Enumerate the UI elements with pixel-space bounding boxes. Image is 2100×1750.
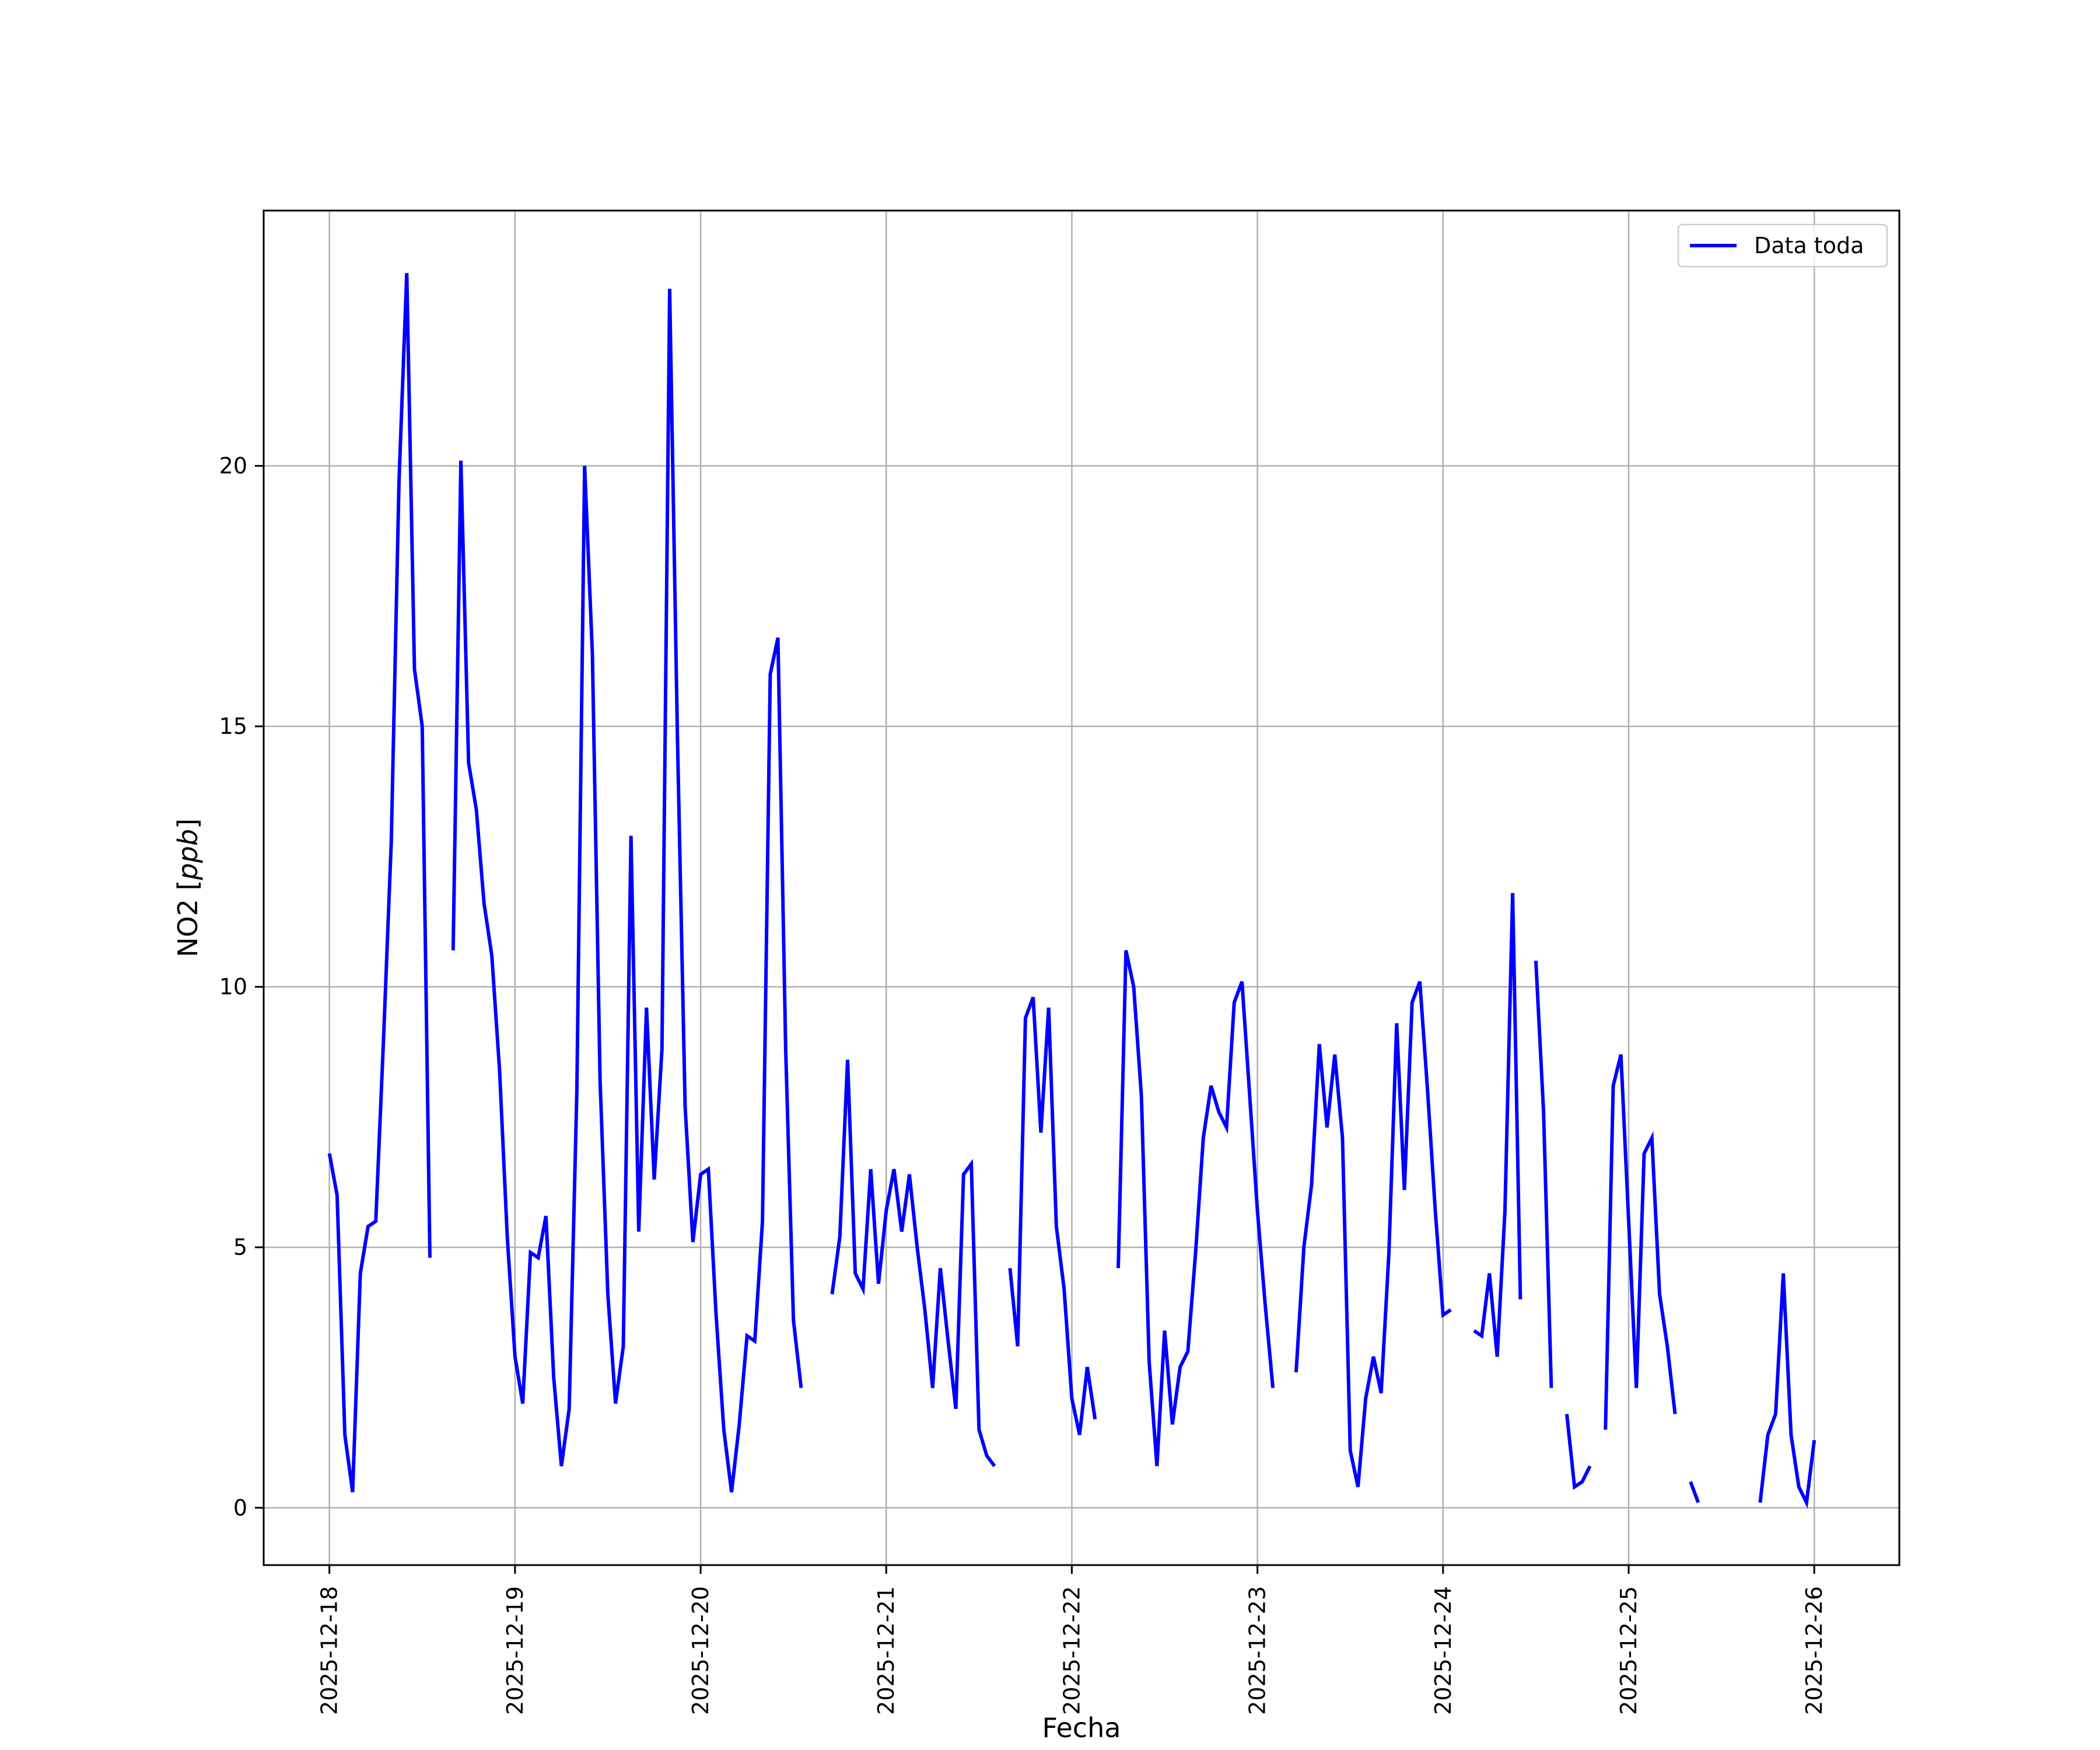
y-tick-label: 10 <box>219 974 247 1000</box>
series-segment <box>327 273 432 1493</box>
x-axis-label: Fecha <box>1042 1712 1121 1744</box>
series-segment <box>1008 996 1097 1436</box>
x-tick-label: 2025-12-25 <box>1616 1586 1642 1715</box>
x-tick-label: 2025-12-19 <box>502 1586 528 1715</box>
series-segment <box>1564 1413 1592 1490</box>
legend-box <box>1677 223 1888 268</box>
series-line <box>327 273 1817 1509</box>
x-tick-label: 2025-12-18 <box>317 1586 342 1715</box>
series-segment <box>1116 950 1275 1466</box>
x-tick-label: 2025-12-21 <box>873 1586 899 1715</box>
y-tick-label: 5 <box>233 1234 247 1260</box>
y-axis: 0 5 10 15 20 <box>219 453 264 1521</box>
x-tick-label: 2025-12-20 <box>688 1586 713 1715</box>
x-axis: 2025-12-18 2025-12-19 2025-12-20 2025-12-21… <box>317 1565 1827 1715</box>
series-segment <box>1689 1481 1700 1503</box>
series-segment <box>1534 960 1553 1388</box>
series-segment <box>1758 1273 1817 1509</box>
y-tick-label: 15 <box>219 713 247 739</box>
x-tick-label: 2025-12-22 <box>1059 1586 1084 1715</box>
y-tick-label: 0 <box>233 1495 247 1521</box>
legend: Data toda <box>1677 223 1888 268</box>
series-segment <box>830 1059 996 1468</box>
grid <box>264 211 1899 1565</box>
x-tick-label: 2025-12-26 <box>1801 1586 1827 1715</box>
plot-frame <box>262 209 1901 1566</box>
series-layer <box>327 273 1817 1509</box>
series-segment <box>1473 892 1522 1357</box>
y-axis-label-unit: ppb <box>172 829 204 881</box>
y-tick-label: 20 <box>219 453 247 479</box>
y-axis-label-bracket: ] <box>172 818 204 829</box>
series-segment <box>1294 981 1452 1488</box>
x-tick-label: 2025-12-24 <box>1430 1586 1456 1715</box>
y-axis-label: NO2 [ppb] <box>172 818 204 957</box>
legend-entry: Data toda <box>1754 233 1864 258</box>
y-axis-label-prefix: NO2 [ <box>172 880 204 957</box>
x-tick-label: 2025-12-23 <box>1245 1586 1270 1715</box>
series-segment <box>1604 1054 1677 1430</box>
series-segment <box>451 288 803 1493</box>
